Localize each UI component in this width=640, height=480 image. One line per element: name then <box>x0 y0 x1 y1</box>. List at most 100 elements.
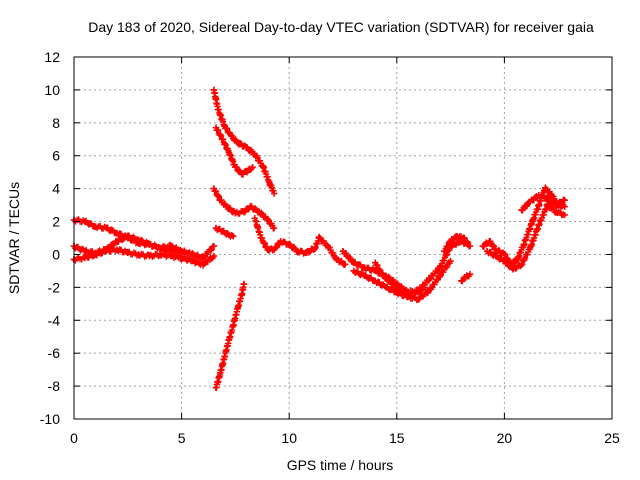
data-point <box>103 224 110 232</box>
data-point <box>509 266 517 273</box>
data-point <box>286 241 293 248</box>
data-point <box>436 264 444 271</box>
data-point <box>210 252 218 260</box>
series-track-h <box>251 215 349 268</box>
series-track-g <box>210 185 278 232</box>
data-point <box>113 246 121 253</box>
data-point <box>339 247 347 255</box>
data-point <box>548 192 555 199</box>
data-point <box>255 208 263 215</box>
data-point <box>447 257 454 265</box>
data-point <box>230 233 237 240</box>
y-tick-label: 10 <box>44 82 60 98</box>
data-point <box>258 234 265 242</box>
data-point <box>217 196 224 204</box>
data-point <box>425 287 433 294</box>
data-point <box>249 164 256 171</box>
x-tick-label: 0 <box>70 430 78 446</box>
data-point <box>247 203 254 210</box>
chart-title: Day 183 of 2020, Sidereal Day-to-day VTE… <box>88 19 594 35</box>
data-point <box>447 238 454 245</box>
data-point <box>221 122 228 130</box>
data-point <box>232 164 239 171</box>
data-point <box>240 208 248 215</box>
data-point <box>552 201 560 209</box>
data-point <box>382 284 390 291</box>
x-tick-label: 25 <box>604 430 620 446</box>
series-track-f <box>212 124 256 178</box>
data-point <box>232 210 239 217</box>
data-point <box>486 238 493 245</box>
data-point <box>492 252 499 260</box>
data-point <box>223 203 230 210</box>
data-point <box>178 249 185 257</box>
y-tick-label: -4 <box>48 312 61 328</box>
data-point <box>225 149 233 156</box>
data-point <box>361 264 368 271</box>
data-point <box>341 261 349 268</box>
data-point <box>544 195 551 202</box>
data-point <box>230 322 237 329</box>
data-point <box>135 239 142 247</box>
y-tick-label: -10 <box>40 411 60 427</box>
data-point <box>189 257 196 265</box>
data-point <box>214 106 222 113</box>
x-axis-label: GPS time / hours <box>287 457 394 473</box>
data-point <box>561 203 568 210</box>
data-point <box>483 247 491 255</box>
data-point <box>453 233 461 240</box>
data-point <box>462 274 469 281</box>
data-point <box>81 247 88 255</box>
data-point <box>251 150 258 158</box>
data-point <box>378 271 385 278</box>
data-point <box>219 136 226 143</box>
data-point <box>466 271 474 278</box>
data-point <box>219 228 226 235</box>
data-point <box>527 244 534 252</box>
data-point <box>260 164 267 171</box>
data-point <box>124 234 131 242</box>
data-point <box>333 256 340 263</box>
data-point <box>421 284 428 291</box>
y-tick-label: 8 <box>52 115 60 131</box>
tick-layer: -10 -8 -6 -4 -2 0 2 4 6 8 10 12 0 5 10 15 20 25 <box>40 49 620 446</box>
data-point <box>544 201 551 209</box>
data-point <box>234 305 241 312</box>
data-point <box>210 86 218 94</box>
data-point <box>251 215 258 222</box>
y-tick-label: 0 <box>52 246 60 262</box>
data-point <box>124 249 131 257</box>
data-point <box>527 198 534 205</box>
y-tick-label: 6 <box>52 148 60 164</box>
data-point <box>92 251 99 258</box>
data-point <box>479 243 487 250</box>
data-point <box>535 201 543 209</box>
data-point <box>92 223 99 230</box>
series-track-m <box>440 233 474 255</box>
data-point <box>466 243 474 250</box>
data-point <box>294 247 302 255</box>
data-point <box>210 243 218 250</box>
data-point <box>561 211 568 219</box>
data-point <box>460 234 467 242</box>
y-tick-label: 2 <box>52 214 60 230</box>
data-point <box>212 384 220 391</box>
data-point <box>103 247 110 255</box>
y-tick-label: -2 <box>48 279 61 295</box>
data-point <box>81 254 88 261</box>
x-tick-label: 10 <box>281 430 297 446</box>
data-point <box>238 170 246 178</box>
y-tick-label: -6 <box>48 345 61 361</box>
data-point <box>199 254 207 261</box>
data-point <box>266 180 274 187</box>
data-point <box>264 246 271 253</box>
data-point <box>514 256 521 263</box>
data-point <box>225 231 233 238</box>
data-point <box>167 247 175 255</box>
x-tick-label: 20 <box>497 430 513 446</box>
data-point <box>361 272 368 280</box>
data-point <box>350 259 357 266</box>
data-point <box>156 251 164 258</box>
data-point <box>225 336 233 344</box>
